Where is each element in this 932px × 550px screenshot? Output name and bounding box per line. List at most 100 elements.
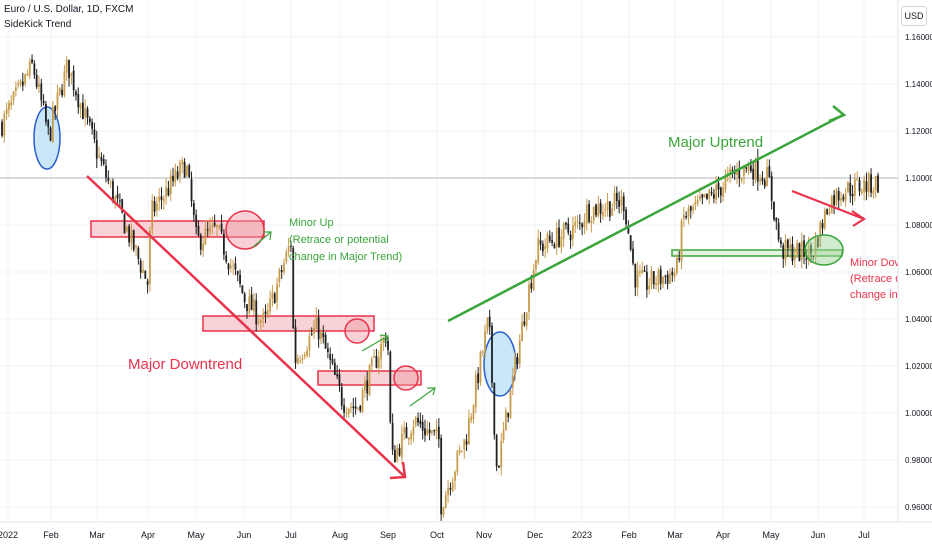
x-tick-label: Dec xyxy=(527,530,544,540)
candle-body xyxy=(724,177,727,190)
x-tick-label: Aug xyxy=(332,530,348,540)
candle-body xyxy=(749,165,752,171)
candle-body xyxy=(227,263,230,270)
minor-up-label-line-2: (Retrace or potential xyxy=(289,234,389,246)
candle-body xyxy=(595,204,597,216)
candle-body xyxy=(745,167,748,169)
candle-body xyxy=(320,331,322,340)
candle-body xyxy=(405,427,408,439)
candle-body xyxy=(292,247,295,329)
candle-body xyxy=(190,179,193,202)
candle-body xyxy=(10,101,13,106)
candle-body xyxy=(437,426,440,440)
candle-body xyxy=(546,234,549,249)
candle-body xyxy=(435,428,438,433)
candle-body xyxy=(798,243,801,262)
candle-body xyxy=(158,196,161,202)
y-tick-label: 1.02000 xyxy=(905,362,932,371)
candle-body xyxy=(844,193,847,201)
candle-body xyxy=(562,223,565,239)
candle-body xyxy=(662,277,664,285)
candles xyxy=(1,54,879,521)
candle-body xyxy=(634,263,637,288)
candle-body xyxy=(262,313,265,320)
candle-body xyxy=(597,204,600,217)
x-tick-label: Mar xyxy=(667,530,683,540)
candle-body xyxy=(863,180,866,193)
x-tick-label: Apr xyxy=(141,530,155,540)
candle-body xyxy=(419,420,422,425)
candle-body xyxy=(391,422,394,450)
candle-body xyxy=(428,429,431,434)
candle-body xyxy=(294,327,297,363)
test-circle-2 xyxy=(344,318,370,344)
candle-body xyxy=(756,158,759,182)
candle-body xyxy=(331,359,334,363)
candle-body xyxy=(246,304,248,312)
candle-body xyxy=(253,298,255,312)
candle-body xyxy=(567,223,570,233)
candle-body xyxy=(588,203,590,222)
candle-body xyxy=(306,350,308,356)
candle-body xyxy=(685,216,688,218)
candle-body xyxy=(780,240,782,244)
candle-body xyxy=(701,194,704,198)
candle-body xyxy=(551,240,554,243)
candle-body xyxy=(611,207,614,216)
candle-body xyxy=(229,265,232,268)
candle-body xyxy=(604,209,607,211)
candle-body xyxy=(706,193,708,199)
candle-body xyxy=(454,471,456,481)
candle-body xyxy=(42,100,45,104)
x-tick-label: Nov xyxy=(476,530,493,540)
candle-body xyxy=(641,269,644,273)
candle-body xyxy=(865,181,868,192)
candle-body xyxy=(169,175,172,195)
y-tick-label: 1.14000 xyxy=(905,80,932,89)
candle-body xyxy=(465,440,468,445)
candle-body xyxy=(366,380,369,394)
candle-body xyxy=(572,225,574,239)
y-tick-label: 1.00000 xyxy=(905,409,932,418)
candle-body xyxy=(387,340,389,351)
candle-body xyxy=(283,263,285,273)
candle-body xyxy=(759,179,762,182)
candle-body xyxy=(576,221,579,223)
candle-body xyxy=(204,228,207,245)
candle-body xyxy=(555,228,558,248)
candle-body xyxy=(380,343,382,360)
candle-body xyxy=(782,245,785,259)
candle-body xyxy=(105,165,107,178)
low-circle-jan-2022 xyxy=(33,106,61,170)
candle-body xyxy=(234,263,237,270)
candle-body xyxy=(326,348,329,352)
candle-body xyxy=(377,357,380,369)
candle-body xyxy=(821,222,824,229)
candle-body xyxy=(299,360,302,362)
candle-body xyxy=(553,244,556,249)
major-uptrend-arrow xyxy=(447,105,847,323)
currency-button[interactable]: USD xyxy=(901,6,927,26)
x-axis-ticks: 2022 Feb Mar Apr May Jun Jul Aug Sep Oct Nov Dec 202… xyxy=(0,530,870,540)
candle-body xyxy=(336,374,339,377)
candle-body xyxy=(548,235,551,241)
candle-body xyxy=(35,74,38,87)
candle-body xyxy=(870,174,872,193)
candle-body xyxy=(417,417,419,423)
candle-body xyxy=(676,257,678,274)
candle-body xyxy=(61,89,63,96)
candle-body xyxy=(375,355,378,368)
candle-body xyxy=(354,406,357,409)
candle-body xyxy=(664,275,667,277)
candle-body xyxy=(324,335,327,349)
candle-body xyxy=(149,230,151,284)
candle-body xyxy=(860,190,863,194)
candle-body xyxy=(165,186,168,198)
candle-body xyxy=(88,118,91,122)
candle-body xyxy=(613,193,616,206)
candle-body xyxy=(250,294,253,311)
candle-body xyxy=(514,356,517,375)
candle-body xyxy=(225,255,228,262)
candle-body xyxy=(361,389,364,412)
